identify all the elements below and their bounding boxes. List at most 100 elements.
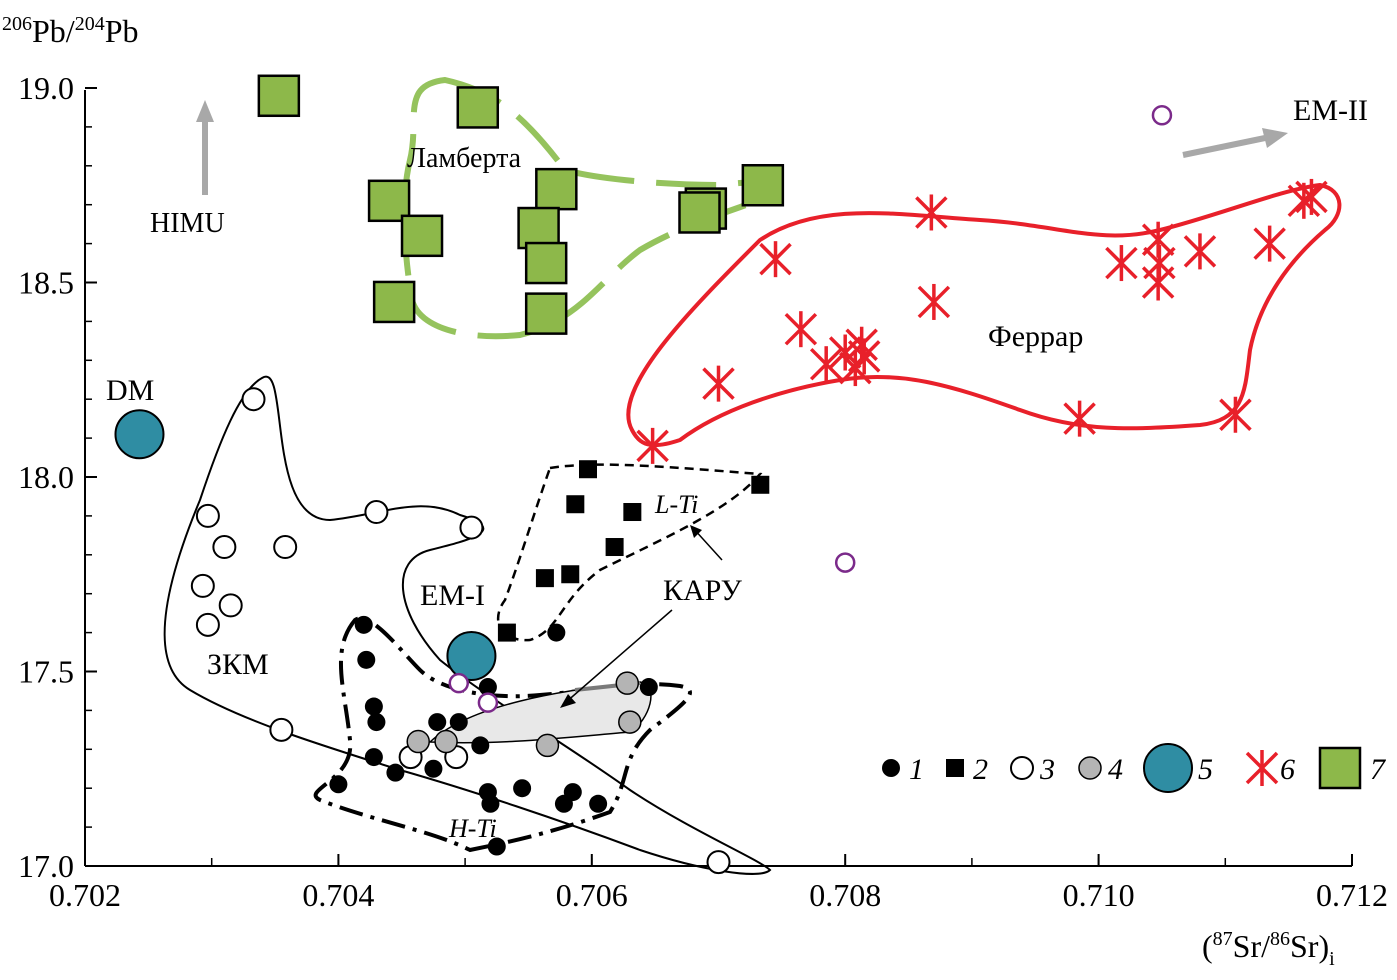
karoo-label: КАРУ: [663, 574, 743, 607]
point-series-7: [535, 167, 578, 211]
legend-item-4: 4: [1078, 753, 1123, 786]
point-series-6: [1295, 178, 1328, 215]
point-series-2: [566, 495, 585, 514]
point-series-4: [618, 710, 642, 734]
l-ti-field-outline: [496, 463, 763, 642]
point-series-4: [434, 729, 458, 754]
point-series-6: [915, 194, 948, 231]
zkm-field-outline: [163, 375, 772, 875]
point-series-7: [367, 179, 411, 223]
point-series-6: [809, 346, 843, 383]
legend-item-5: 5: [1143, 743, 1213, 793]
h-ti-field-outline: [313, 616, 692, 853]
point-series-purple: [834, 552, 856, 573]
point-series-6: [917, 283, 951, 320]
point-series-1: [589, 794, 608, 813]
point-series-7: [678, 191, 721, 234]
point-series-6: [1105, 245, 1138, 282]
series-7: [257, 74, 785, 335]
x-tick-label: 0.708: [809, 877, 881, 913]
point-series-1: [367, 713, 386, 732]
point-series-6: [784, 311, 818, 348]
l-ti-label: L-Ti: [654, 490, 698, 519]
point-series-purple: [1151, 104, 1173, 126]
dm-label: DM: [106, 374, 154, 407]
point-series-7: [524, 292, 568, 335]
legend-label-3: 3: [1039, 753, 1055, 786]
point-series-6: [759, 241, 792, 278]
zkm-label: ЗКМ: [207, 648, 269, 681]
karoo-pointer-arrows: [560, 525, 723, 708]
field-outlines: [163, 76, 1342, 875]
h-ti-label: H-Ti: [448, 814, 497, 843]
ferrar-label: Феррар: [988, 320, 1083, 353]
legend-label-7: 7: [1370, 753, 1387, 786]
point-series-1: [471, 736, 490, 755]
y-tick-label: 19.0: [18, 70, 74, 106]
point-series-5: [114, 409, 165, 460]
legend: 1 2 3 4 5 6 7: [882, 743, 1387, 793]
point-series-7: [517, 206, 560, 250]
x-tick-label: 0.702: [49, 877, 121, 913]
legend-marker-4: [1078, 756, 1102, 780]
x-ticks: 0.702 0.704 0.706 0.708 0.710 0.712: [49, 854, 1388, 913]
point-series-6: [702, 365, 735, 402]
point-series-7: [741, 164, 785, 207]
series-5: [114, 409, 497, 681]
point-series-1: [481, 794, 500, 813]
point-series-1: [547, 623, 566, 642]
legend-label-6: 6: [1280, 753, 1295, 786]
series-purple: [448, 104, 1173, 713]
point-series-3: [218, 593, 243, 618]
point-series-1: [487, 837, 506, 856]
point-series-4: [406, 729, 430, 754]
field-labels: Ламберта Феррар ЗКМ КАРУ L-Ti H-Ti DM EM…: [106, 94, 1368, 843]
point-series-1: [386, 763, 405, 782]
point-series-2: [497, 623, 516, 642]
point-series-1: [357, 650, 376, 669]
point-series-7: [456, 86, 500, 129]
legend-marker-2: [946, 759, 964, 777]
ferrar-field-outline: [626, 182, 1342, 448]
point-series-purple: [477, 692, 499, 713]
annotation-arrows: [196, 100, 1288, 708]
point-series-7: [400, 214, 444, 258]
point-series-3: [195, 503, 220, 528]
point-series-1: [329, 775, 348, 794]
series-4: [406, 671, 642, 758]
x-tick-label: 0.710: [1063, 877, 1135, 913]
y-tick-label: 18.5: [18, 265, 74, 301]
legend-marker-3: [1010, 756, 1034, 780]
himu-label: HIMU: [150, 208, 225, 239]
legend-item-7: 7: [1318, 746, 1387, 790]
legend-item-3: 3: [1010, 753, 1055, 786]
y-ticks: 17.0 17.5 18.0 18.5 19.0: [18, 70, 97, 884]
point-series-6: [1253, 225, 1286, 262]
data-points: [114, 74, 1328, 875]
point-series-1: [513, 779, 532, 798]
y-tick-label: 17.5: [18, 654, 74, 690]
karoo-field: [428, 681, 652, 744]
point-series-2: [605, 538, 624, 557]
point-series-3: [459, 515, 484, 540]
point-series-3: [241, 387, 266, 412]
point-series-2: [578, 460, 597, 479]
legend-item-1: 1: [882, 753, 924, 786]
series-1: [329, 615, 658, 856]
y-axis-title: 206Pb/204Pb: [2, 13, 138, 49]
point-series-5: [446, 630, 497, 681]
point-series-3: [273, 535, 298, 560]
point-series-1: [428, 713, 447, 732]
lambert-label: Ламберта: [407, 143, 522, 174]
em2-arrow: [1182, 128, 1288, 158]
point-series-1: [354, 615, 373, 634]
point-series-2: [535, 569, 554, 588]
legend-marker-1: [882, 759, 900, 777]
series-2: [497, 460, 770, 642]
y-tick-label: 17.0: [18, 848, 74, 884]
legend-label-5: 5: [1198, 753, 1213, 786]
point-series-6: [847, 338, 881, 375]
x-tick-label: 0.704: [302, 877, 374, 913]
point-series-7: [257, 74, 301, 118]
